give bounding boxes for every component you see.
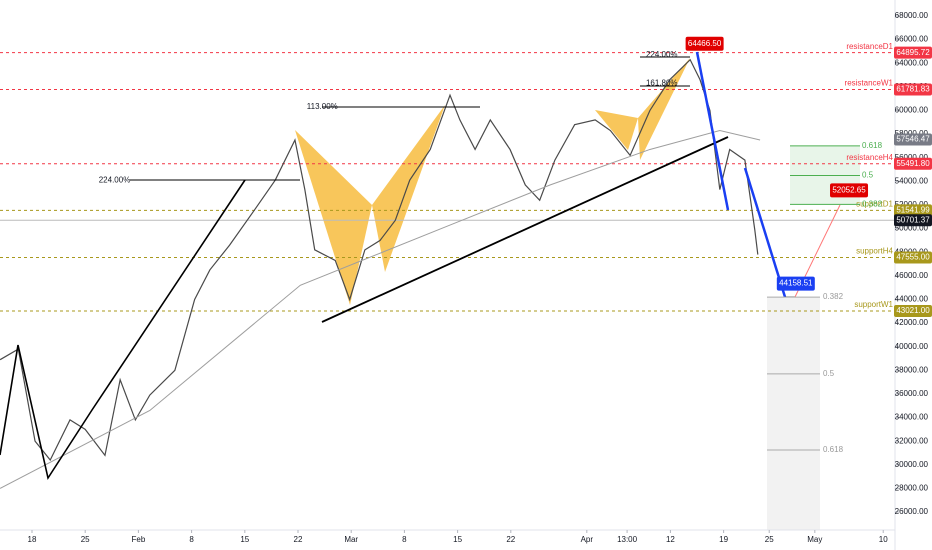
price-badge-label: 43021.00	[896, 306, 930, 315]
y-tick-label: 46000.00	[895, 271, 929, 280]
price-badge-label: 55491.80	[896, 159, 930, 168]
x-tick-label: 25	[765, 535, 774, 544]
x-tick-label: 19	[719, 535, 728, 544]
x-tick-label: May	[807, 535, 822, 544]
y-tick-label: 64000.00	[895, 58, 929, 67]
y-tick-label: 42000.00	[895, 318, 929, 327]
trend-drawing	[0, 179, 246, 481]
fib-label: 0.5	[862, 171, 874, 180]
fib-label: 0.382	[862, 199, 883, 208]
level-name: supportH4	[856, 247, 893, 256]
price-badge	[894, 251, 932, 264]
fib-label: 0.618	[823, 445, 844, 454]
projection-line	[695, 51, 730, 211]
callout	[776, 276, 815, 291]
ratio-label: 224.00%	[99, 175, 131, 184]
trend-line	[321, 136, 729, 323]
y-tick-label: 68000.00	[895, 11, 929, 20]
price-badge-label: 51541.99	[896, 205, 930, 214]
y-tick-label: 34000.00	[895, 413, 929, 422]
x-tick-label: 15	[240, 535, 249, 544]
ratio-label: 161.80%	[646, 78, 678, 87]
harmonic-pattern	[295, 130, 372, 305]
price-badge-label: 61781.83	[896, 85, 930, 94]
x-tick-label: 13:00	[617, 535, 638, 544]
level-name: resistanceH4	[846, 153, 893, 162]
x-tick-label: 22	[506, 535, 515, 544]
x-tick-label: 15	[453, 535, 462, 544]
plot-area	[0, 52, 895, 489]
y-tick-label: 26000.00	[895, 507, 929, 516]
level-name: supportW1	[854, 300, 893, 309]
x-tick-label: 22	[294, 535, 303, 544]
fib-label: 0.382	[823, 292, 844, 301]
y-tick-label: 32000.00	[895, 436, 929, 445]
price-badge	[894, 157, 932, 170]
price-badge-label: 50701.37	[896, 215, 930, 224]
price-line	[0, 58, 759, 462]
ratio-label: 113.00%	[307, 102, 338, 111]
callout-label: 44158.51	[779, 279, 813, 288]
price-badge-label: 57546.47	[896, 135, 930, 144]
price-badge	[894, 204, 932, 217]
x-tick-label: 12	[666, 535, 675, 544]
price-line	[0, 130, 761, 489]
price-badge-label: 47555.00	[896, 253, 930, 262]
y-tick-label: 54000.00	[895, 176, 929, 185]
y-tick-label: 30000.00	[895, 460, 929, 469]
projection-zone	[767, 297, 820, 530]
harmonic-pattern	[595, 110, 638, 150]
x-tick-label: 8	[189, 535, 194, 544]
ratio-label: 224.00%	[646, 50, 678, 59]
x-tick-label: Mar	[344, 535, 358, 544]
y-tick-label: 66000.00	[895, 35, 929, 44]
x-tick-label: 25	[81, 535, 90, 544]
fib-label: 0.5	[823, 369, 835, 378]
price-badge-label: 64895.72	[896, 48, 930, 57]
callout-label: 52052.65	[832, 185, 866, 194]
price-badge	[894, 83, 932, 96]
price-badge	[894, 305, 932, 318]
y-tick-label: 56000.00	[895, 153, 929, 162]
y-tick-label: 36000.00	[895, 389, 929, 398]
y-tick-label: 60000.00	[895, 106, 929, 115]
price-badge	[894, 46, 932, 59]
callout-label: 64466.50	[688, 39, 722, 48]
y-tick-label: 50000.00	[895, 224, 929, 233]
harmonic-pattern	[372, 105, 445, 272]
y-tick-label: 40000.00	[895, 342, 929, 351]
price-badge	[894, 133, 932, 146]
x-tick-label: Apr	[581, 535, 594, 544]
y-tick-label: 38000.00	[895, 365, 929, 374]
level-name: resistanceD1	[846, 42, 893, 51]
callout	[830, 183, 869, 198]
x-tick-label: 10	[879, 535, 888, 544]
price-badge	[894, 214, 932, 227]
level-name: supportD1	[856, 199, 893, 208]
x-tick-label: 18	[28, 535, 37, 544]
projection-line	[743, 167, 787, 298]
x-tick-label: Feb	[132, 535, 146, 544]
harmonic-pattern	[638, 58, 690, 160]
level-name: resistanceW1	[845, 79, 894, 88]
x-tick-label: 8	[402, 535, 407, 544]
y-tick-label: 28000.00	[895, 484, 929, 493]
callout	[685, 36, 724, 51]
fib-label: 0.618	[862, 141, 883, 150]
y-tick-label: 44000.00	[895, 295, 929, 304]
